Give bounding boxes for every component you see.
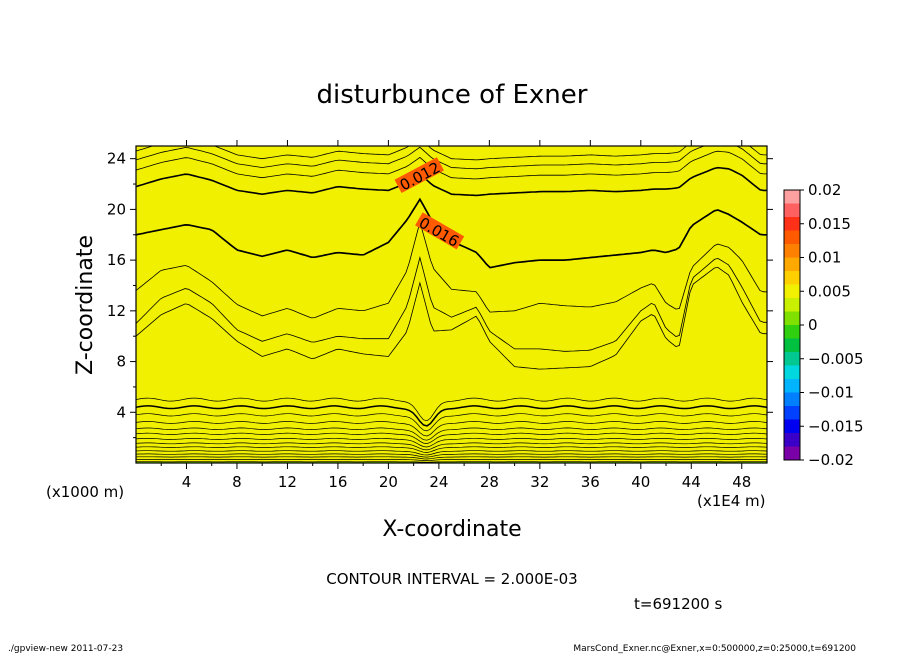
colorbar-swatch — [784, 433, 800, 447]
colorbar-swatch — [784, 257, 800, 271]
plot-frame — [135, 145, 768, 464]
colorbar-tick-label: −0.015 — [808, 417, 864, 435]
contour-line — [136, 405, 767, 427]
contour-line — [136, 461, 767, 463]
contour-line — [136, 266, 767, 370]
x-tick-label: 36 — [581, 473, 600, 491]
colorbar-swatch — [784, 365, 800, 379]
x-axis-label: X-coordinate — [382, 517, 521, 542]
colorbar-swatch — [784, 406, 800, 420]
y-tick-label: 16 — [107, 251, 126, 269]
contour-line — [136, 150, 767, 180]
x-tick-label: 20 — [379, 473, 398, 491]
x-tick-label: 48 — [732, 473, 751, 491]
contour-interval-note: CONTOUR INTERVAL = 2.000E-03 — [326, 570, 577, 588]
chart-title: disturbunce of Exner — [317, 80, 588, 110]
colorbar-swatch — [784, 284, 800, 298]
colorbar-swatch — [784, 217, 800, 231]
x-tick-label: 44 — [682, 473, 701, 491]
colorbar-swatch — [784, 271, 800, 285]
contour-line — [136, 446, 767, 453]
contour-line — [136, 166, 767, 197]
contour-line — [136, 432, 767, 444]
colorbar-swatch — [784, 338, 800, 352]
x-tick-label: 24 — [429, 473, 448, 491]
colorbar-swatch — [784, 203, 800, 217]
contour-line — [136, 220, 767, 319]
colorbar — [784, 190, 800, 460]
colorbar-swatch — [784, 311, 800, 325]
contour-label-bg — [394, 157, 444, 193]
contour-line — [136, 146, 767, 161]
colorbar-swatch — [784, 392, 800, 406]
x-tick-label: 32 — [530, 473, 549, 491]
x-tick-label: 8 — [232, 473, 242, 491]
colorbar-swatch — [784, 325, 800, 339]
x-tick-label: 16 — [328, 473, 347, 491]
y-axis-ticks: 4 8 12 16 20 24 — [107, 150, 773, 439]
colorbar-ticks: 0.02 0.015 0.01 0.005 0 −0.005 −0.01 −0.015 −0.0… — [800, 181, 864, 469]
y-tick-label: 8 — [116, 353, 126, 371]
x-tick-label: 40 — [631, 473, 650, 491]
field-fills — [136, 146, 767, 463]
contour-line — [136, 256, 767, 352]
contour-line — [136, 450, 767, 456]
y-tick-label: 20 — [107, 200, 126, 218]
x-axis-ticks: 4 8 12 16 20 24 28 32 36 40 44 48 — [160, 140, 751, 491]
y-tick-label: 24 — [107, 150, 126, 168]
colorbar-tick-label: 0.01 — [808, 249, 841, 267]
colorbar-tick-label: 0.02 — [808, 181, 841, 199]
field-band — [136, 146, 767, 463]
time-stamp: t=691200 s — [634, 595, 722, 613]
colorbar-swatch — [784, 244, 800, 258]
contour-line — [136, 421, 767, 437]
colorbar-swatch — [784, 352, 800, 366]
colorbar-swatch — [784, 230, 800, 244]
colorbar-swatch — [784, 419, 800, 433]
colorbar-tick-label: 0.005 — [808, 282, 851, 300]
footer-right: MarsCond_Exner.nc@Exner,x=0:500000,z=0:2… — [573, 644, 856, 654]
y-axis-label: Z-coordinate — [73, 235, 98, 375]
contour-line — [136, 456, 767, 460]
colorbar-tick-label: 0.015 — [808, 215, 851, 233]
y-tick-label: 4 — [116, 403, 126, 421]
colorbar-tick-label: −0.005 — [808, 350, 864, 368]
contour-line — [136, 397, 767, 422]
contour-line — [136, 453, 767, 458]
footer-left: ./gpview-new 2011-07-23 — [8, 644, 123, 654]
colorbar-tick-label: 0 — [808, 316, 818, 334]
x-tick-label: 12 — [278, 473, 297, 491]
colorbar-swatch — [784, 190, 800, 204]
contour-line — [136, 146, 767, 170]
x-scale-label: (x1E4 m) — [697, 492, 766, 510]
colorbar-swatch — [784, 379, 800, 393]
contour-line — [136, 459, 767, 461]
contour-line — [136, 442, 767, 451]
colorbar-tick-label: −0.02 — [808, 451, 854, 469]
colorbar-tick-label: −0.01 — [808, 384, 854, 402]
colorbar-swatch — [784, 446, 800, 460]
colorbar-swatch — [784, 298, 800, 312]
contour-line — [136, 427, 767, 441]
x-unit-label: (x1000 m) — [46, 483, 124, 501]
x-tick-label: 4 — [182, 473, 192, 491]
contour-label-bg — [415, 212, 465, 250]
contour-line — [136, 437, 767, 448]
y-tick-label: 12 — [107, 302, 126, 320]
x-tick-label: 28 — [480, 473, 499, 491]
contour-line — [136, 413, 767, 432]
